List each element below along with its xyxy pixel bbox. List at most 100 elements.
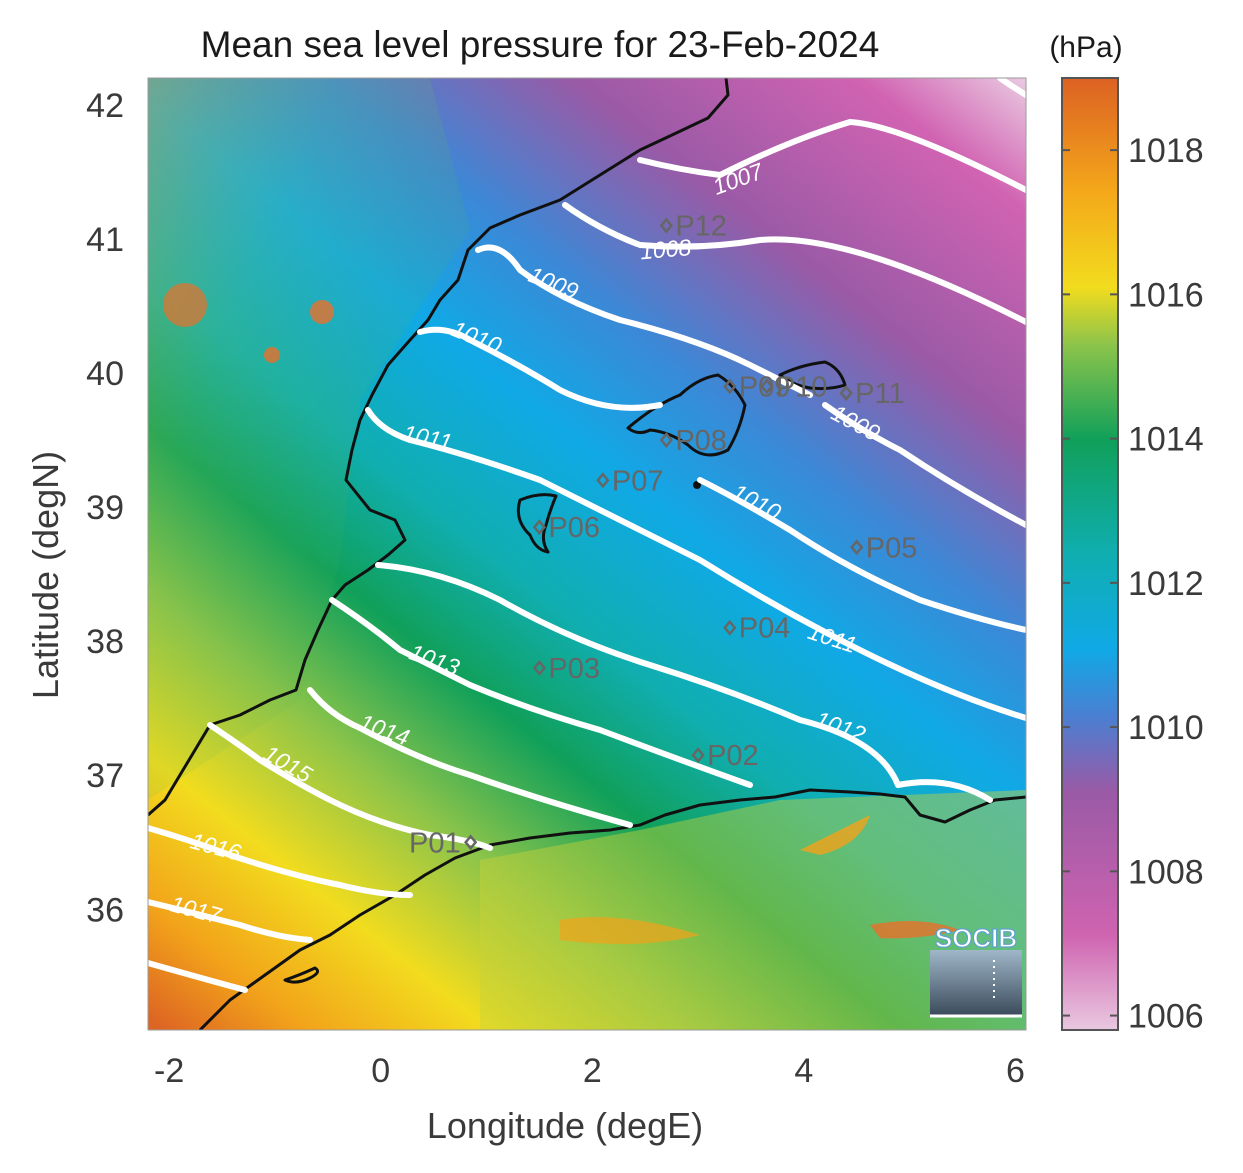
contour-label: 1008 — [639, 234, 692, 264]
station-marker-icon — [839, 385, 853, 402]
coastline-iberia — [148, 78, 730, 817]
colorbar-tick-label: 1008 — [1128, 853, 1204, 891]
station-p02: P02 — [691, 740, 759, 772]
plot-area: 1007 1008 1009 1010 1011 1010 1009 1011 … — [148, 78, 1026, 1030]
station-label: P12 — [675, 210, 727, 242]
station-marker-icon — [532, 519, 547, 536]
isobar-1018 — [148, 960, 248, 993]
station-label: P10 — [776, 371, 828, 403]
chart-title: Mean sea level pressure for 23-Feb-2024 — [201, 24, 880, 65]
land-africa-hotspot — [800, 815, 870, 855]
isobar-1009b — [822, 402, 1026, 528]
y-tick-label: 37 — [86, 757, 124, 795]
colorbar-unit: (hPa) — [1049, 31, 1122, 64]
station-label: P11 — [855, 378, 904, 410]
land-hotspot — [310, 300, 334, 324]
y-tick-label: 39 — [86, 489, 124, 527]
isobars — [148, 78, 1026, 993]
y-tick-label: 41 — [86, 221, 124, 259]
x-axis-label: Longitude (degE) — [427, 1105, 703, 1146]
station-label: P03 — [548, 653, 600, 685]
station-p07: P07 — [596, 465, 664, 497]
station-label: P01 — [409, 827, 461, 859]
land-hotspot — [264, 347, 280, 363]
island-alboran — [283, 966, 320, 984]
station-label: P02 — [707, 740, 759, 772]
isobar-1007 — [637, 119, 1026, 193]
station-label: P04 — [739, 613, 791, 645]
station-p08: P08 — [659, 425, 727, 457]
isobar-1008 — [562, 202, 1026, 325]
x-axis-ticks: -2 0 2 4 6 — [154, 1052, 1025, 1090]
isobar-1013 — [329, 597, 753, 788]
colorbar-ticks: 1018 1016 1014 1012 1010 1008 1006 — [1062, 132, 1204, 1036]
colorbar-tick-label: 1006 — [1128, 998, 1204, 1036]
station-p04: P04 — [723, 613, 791, 645]
land-hotspot — [163, 283, 207, 327]
station-label: P07 — [612, 465, 664, 497]
station-marker-icon — [464, 834, 478, 851]
isobar-1006 — [997, 78, 1026, 98]
station-marker-icon — [850, 539, 864, 556]
station-marker-icon — [532, 660, 547, 676]
y-tick-label: 40 — [86, 355, 124, 393]
station-marker-icon — [723, 619, 737, 636]
isobar-1016 — [148, 825, 413, 898]
logo-text: SOCIB — [935, 923, 1017, 953]
plot-frame — [147, 77, 1027, 1031]
land-africa-shading — [480, 790, 1026, 1030]
colorbar-tick-label: 1016 — [1128, 276, 1204, 314]
y-axis-ticks: 42 41 40 39 38 37 36 — [86, 87, 124, 930]
station-label: P08 — [675, 425, 727, 457]
isobar-1010a — [417, 326, 663, 411]
station-marker-icon — [760, 378, 774, 395]
station-p11: P11 — [839, 378, 905, 410]
isobar-1017 — [148, 899, 313, 943]
colorbar-tick-label: 1010 — [1128, 709, 1204, 747]
station-label: P09 — [739, 371, 791, 403]
x-tick-label: 6 — [1006, 1052, 1025, 1090]
x-tick-label: 4 — [794, 1052, 813, 1090]
logo-box — [930, 950, 1022, 1016]
land-africa-hotspot — [870, 921, 960, 939]
station-p01: P01 — [409, 827, 478, 859]
isobar-1014 — [307, 687, 633, 828]
coastline-africa — [198, 788, 1026, 1030]
island-mallorca — [626, 373, 747, 457]
station-label: P05 — [866, 532, 918, 564]
socib-logo: SOCIB — [930, 922, 1022, 1018]
land-iberia-shading — [148, 78, 470, 800]
y-tick-label: 38 — [86, 623, 124, 661]
isobar-1010b — [697, 477, 1026, 633]
x-tick-label: -2 — [154, 1052, 184, 1090]
island-menorca — [778, 360, 847, 391]
colorbar-tick-label: 1014 — [1128, 421, 1204, 459]
y-tick-label: 36 — [86, 891, 124, 929]
island-cabrera — [693, 481, 701, 489]
island-ibiza — [516, 493, 558, 554]
station-p12: P12 — [659, 210, 727, 242]
colorbar: (hPa) 1018 1016 1014 1012 1010 1008 1006 — [1049, 31, 1203, 1036]
isobar-1012 — [375, 562, 993, 803]
station-marker-icon — [723, 378, 737, 395]
y-axis-label: Latitude (degN) — [25, 451, 66, 699]
y-tick-label: 42 — [86, 87, 124, 125]
colorbar-tick-label: 1012 — [1128, 565, 1204, 603]
station-marker-icon — [596, 472, 610, 489]
station-p06: P06 — [532, 512, 600, 544]
x-tick-label: 2 — [583, 1052, 602, 1090]
station-p03: P03 — [532, 653, 600, 685]
land-africa-hotspot — [560, 917, 700, 944]
x-tick-label: 0 — [371, 1052, 390, 1090]
station-marker-icon — [691, 747, 705, 764]
isobar-1015 — [207, 722, 493, 851]
station-p05: P05 — [850, 532, 918, 564]
station-marker-icon — [659, 217, 673, 234]
isobar-1011 — [365, 407, 1026, 721]
colorbar-tick-label: 1018 — [1128, 132, 1204, 170]
station-marker-icon — [659, 432, 673, 448]
station-label: P06 — [548, 512, 600, 544]
colorbar-ramp — [1061, 77, 1119, 1031]
